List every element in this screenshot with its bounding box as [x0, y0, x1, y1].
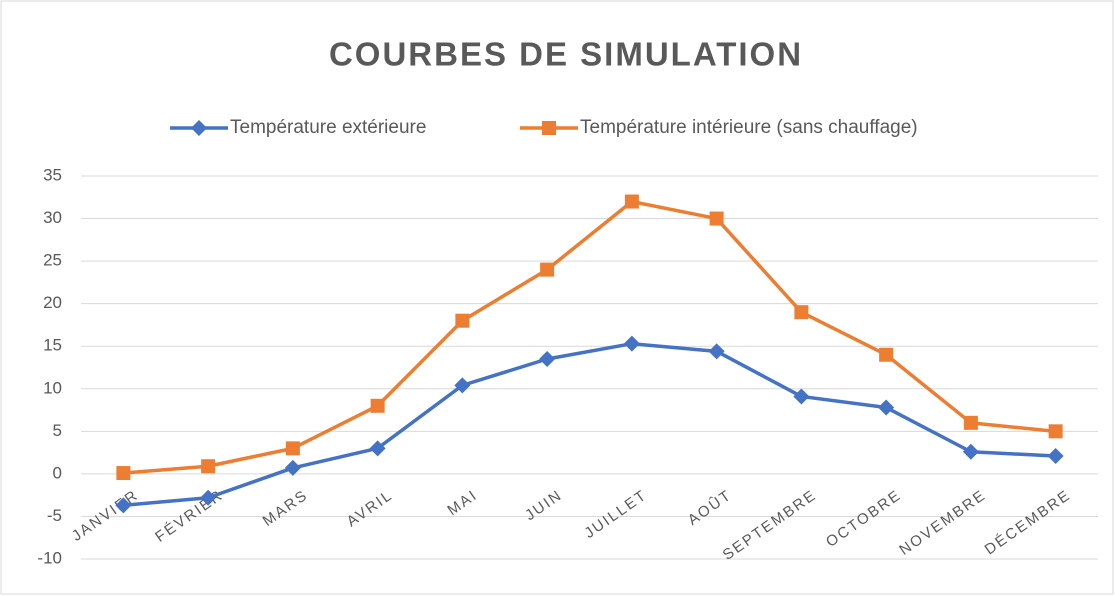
series-line: [123, 341, 1056, 508]
legend-label: Température extérieure: [230, 117, 426, 138]
data-point: [540, 262, 555, 277]
data-point: [708, 343, 725, 360]
data-point: [793, 388, 810, 405]
data-point: [962, 443, 979, 460]
data-point: [369, 440, 386, 457]
data-point: [116, 466, 131, 481]
legend-marker: [191, 120, 207, 136]
data-point: [201, 459, 216, 474]
y-tick-label: 30: [43, 208, 62, 227]
data-point: [285, 441, 300, 456]
data-point: [623, 335, 640, 352]
y-tick-label: 0: [53, 463, 62, 482]
y-tick-label: 35: [43, 165, 62, 184]
data-point: [878, 399, 895, 416]
data-point: [794, 305, 809, 320]
data-point: [370, 398, 385, 413]
data-point: [115, 497, 132, 514]
data-point: [624, 194, 639, 209]
data-point: [454, 377, 471, 394]
y-tick-label: -10: [37, 548, 62, 567]
y-tick-label: -5: [47, 506, 62, 525]
data-point: [455, 313, 470, 328]
data-point: [1048, 424, 1063, 439]
data-point: [963, 415, 978, 430]
y-tick-label: 15: [43, 336, 62, 355]
y-tick-label: 10: [43, 378, 62, 397]
data-point: [709, 211, 724, 226]
data-point: [879, 347, 894, 362]
data-point: [284, 459, 301, 476]
y-tick-label: 20: [43, 293, 62, 312]
legend-marker: [542, 121, 556, 135]
legend-label: Température intérieure (sans chauffage): [580, 117, 918, 138]
y-tick-label: 5: [53, 421, 62, 440]
chart-title: COURBES DE SIMULATION: [329, 36, 803, 73]
data-point: [539, 350, 556, 367]
y-tick-label: 25: [43, 251, 62, 270]
data-point: [1047, 448, 1064, 465]
data-point: [200, 489, 217, 506]
series-line: [123, 199, 1056, 475]
